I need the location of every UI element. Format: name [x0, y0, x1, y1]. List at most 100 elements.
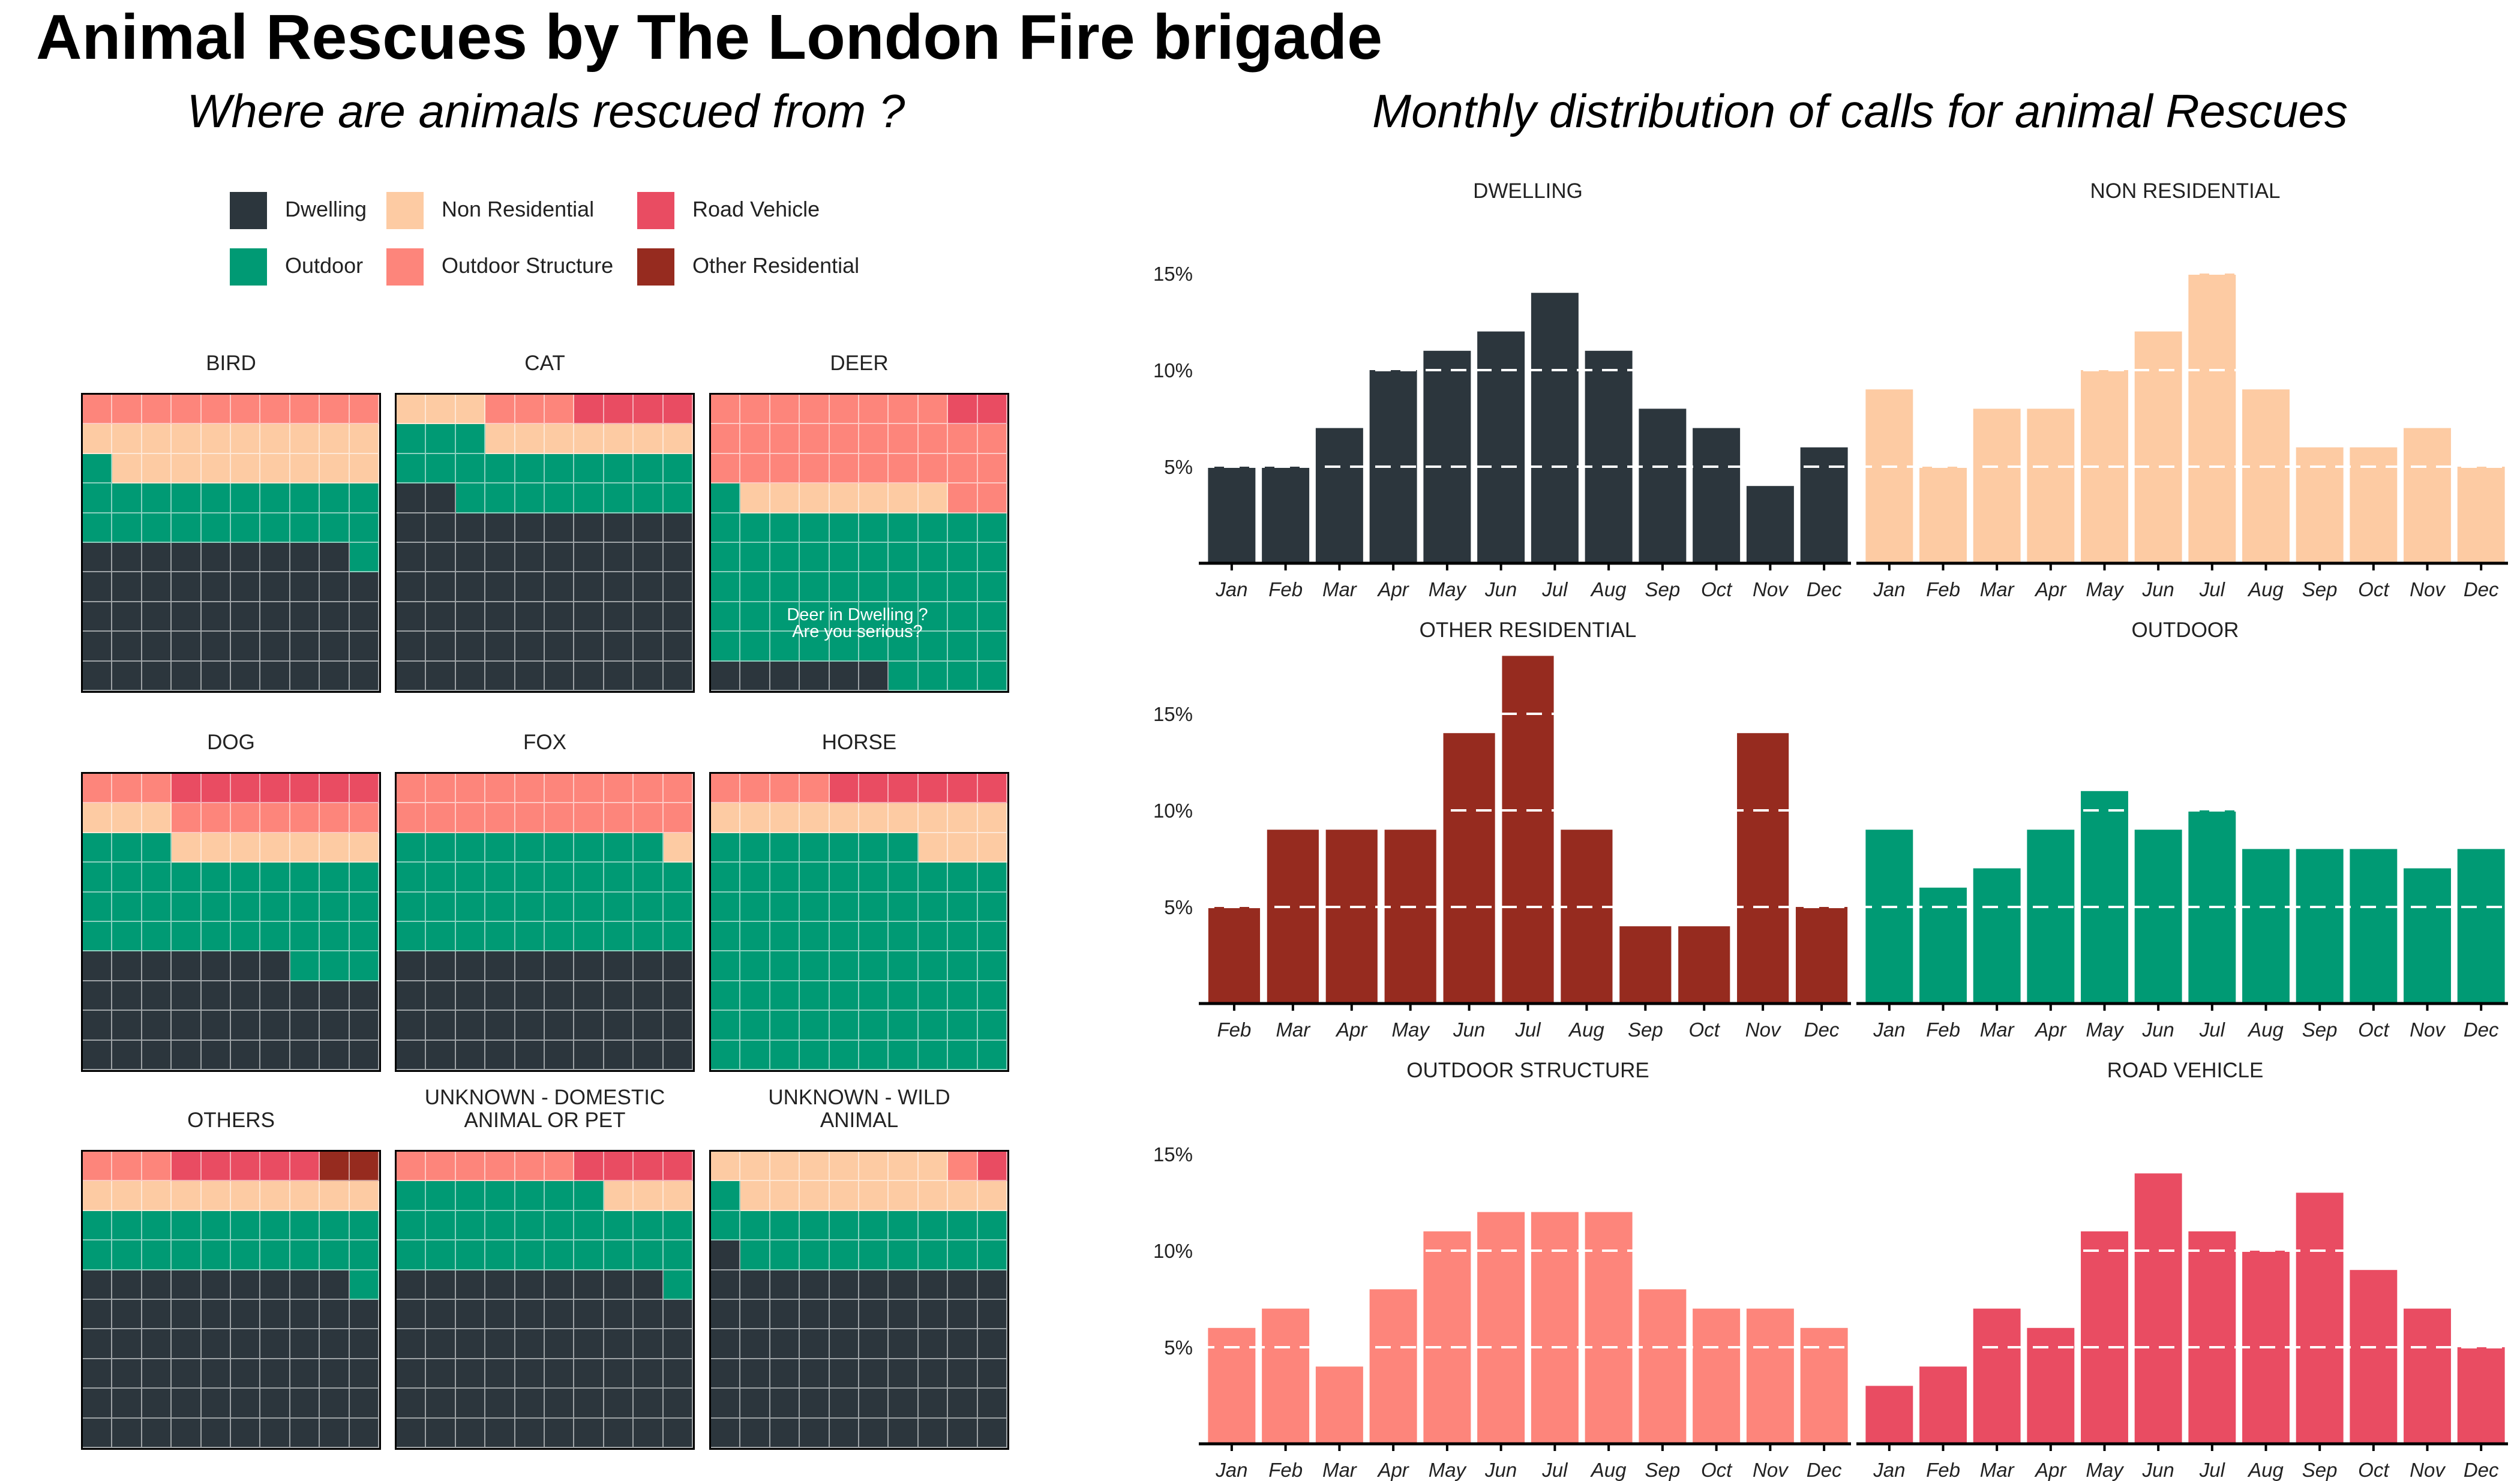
- waffle-cell: [112, 483, 142, 513]
- waffle-cell: [172, 395, 202, 425]
- waffle-cell: [231, 803, 261, 833]
- legend-label: Road Vehicle: [692, 197, 820, 221]
- waffle-cell: [800, 803, 830, 833]
- waffle-cell: [320, 1152, 350, 1182]
- waffle-cell: [485, 1418, 515, 1448]
- waffle-cell: [663, 774, 693, 804]
- waffle-cell: [829, 1329, 859, 1359]
- waffle-cell: [948, 1270, 978, 1300]
- waffle-cell: [112, 803, 142, 833]
- waffle-cell: [172, 1181, 202, 1211]
- waffle-cell: [545, 1040, 575, 1070]
- waffle-cell: [112, 1329, 142, 1359]
- waffle-grid: [709, 1150, 1009, 1450]
- waffle-cell: [142, 1389, 172, 1419]
- waffle-cell: [349, 572, 379, 602]
- waffle-cell: [83, 543, 113, 573]
- bar: [2457, 467, 2505, 563]
- waffle-cell: [859, 1040, 889, 1070]
- waffle-cell: [948, 453, 978, 484]
- waffle-cell: [770, 1329, 800, 1359]
- waffle-cell: [859, 483, 889, 513]
- waffle-cell: [290, 863, 320, 893]
- waffle-cell: [663, 803, 693, 833]
- bar: [1865, 389, 1913, 563]
- waffle-cell: [142, 1040, 172, 1070]
- waffle-cell: [349, 803, 379, 833]
- waffle-cell: [349, 602, 379, 632]
- waffle-cell: [800, 453, 830, 484]
- waffle-cell: [740, 981, 770, 1011]
- waffle-cell: [485, 424, 515, 454]
- waffle-cell: [889, 981, 919, 1011]
- waffle-cell: [977, 981, 1007, 1011]
- waffle-cell: [634, 513, 664, 543]
- waffle-cell: [201, 951, 231, 981]
- waffle-cell: [574, 1329, 604, 1359]
- x-tick-label: Apr: [1335, 1019, 1368, 1041]
- x-tick-label: May: [2086, 578, 2125, 600]
- waffle-cell: [455, 833, 486, 863]
- x-tick-label: Aug: [1590, 578, 1627, 600]
- x-tick-label: Mar: [1276, 1019, 1311, 1041]
- waffle-cell: [112, 922, 142, 952]
- waffle-cell: [172, 863, 202, 893]
- bar: [1737, 733, 1789, 1004]
- waffle-panel-title-line: UNKNOWN - DOMESTIC: [424, 1086, 665, 1109]
- waffle-cell: [604, 513, 634, 543]
- waffle-cell: [711, 632, 741, 662]
- waffle-cell: [83, 1011, 113, 1041]
- bar: [2457, 1347, 2505, 1444]
- waffle-cell: [142, 1329, 172, 1359]
- waffle-cell: [859, 543, 889, 573]
- waffle-cell: [201, 1270, 231, 1300]
- waffle-cell: [918, 863, 949, 893]
- waffle-cell: [634, 602, 664, 632]
- waffle-cell: [604, 632, 634, 662]
- y-tick-label: 5%: [1164, 1336, 1193, 1359]
- waffle-cell: [829, 1152, 859, 1182]
- waffle-cell: [829, 1011, 859, 1041]
- waffle-cell: [320, 1040, 350, 1070]
- waffle-cell: [290, 1300, 320, 1330]
- waffle-cell: [663, 572, 693, 602]
- waffle-cell: [515, 803, 545, 833]
- waffle-cell: [142, 1418, 172, 1448]
- waffle-cell: [320, 833, 350, 863]
- waffle-cell: [889, 833, 919, 863]
- waffle-cell: [397, 424, 427, 454]
- waffle-cell: [515, 453, 545, 484]
- waffle-cell: [740, 863, 770, 893]
- waffle-cell: [320, 1389, 350, 1419]
- waffle-cell: [515, 483, 545, 513]
- waffle-cell: [426, 395, 456, 425]
- waffle-cell: [485, 1040, 515, 1070]
- x-tick-label: Nov: [1753, 578, 1789, 600]
- waffle-cell: [172, 981, 202, 1011]
- waffle-cell: [663, 661, 693, 691]
- waffle-cell: [426, 1240, 456, 1270]
- waffle-cell: [320, 453, 350, 484]
- waffle-cell: [829, 1389, 859, 1419]
- waffle-cell: [604, 483, 634, 513]
- x-tick-label: Mar: [1322, 578, 1358, 600]
- waffle-cell: [172, 1040, 202, 1070]
- waffle-cell: [889, 1181, 919, 1211]
- waffle-cell: [889, 1418, 919, 1448]
- bar: [1443, 733, 1495, 1004]
- waffle-cell: [663, 1240, 693, 1270]
- waffle-cell: [231, 1359, 261, 1389]
- waffle-cell: [574, 572, 604, 602]
- waffle-cell: [260, 1389, 290, 1419]
- x-tick-label: Mar: [1980, 578, 2015, 600]
- waffle-cell: [426, 483, 456, 513]
- waffle-cell: [455, 803, 486, 833]
- waffle-cell: [918, 1152, 949, 1182]
- waffle-cell: [290, 922, 320, 952]
- waffle-cell: [711, 1418, 741, 1448]
- bar: [1678, 926, 1730, 1004]
- waffle-cell: [711, 453, 741, 484]
- x-tick-label: Apr: [2034, 1459, 2067, 1481]
- waffle-cell: [260, 453, 290, 484]
- waffle-cell: [515, 1418, 545, 1448]
